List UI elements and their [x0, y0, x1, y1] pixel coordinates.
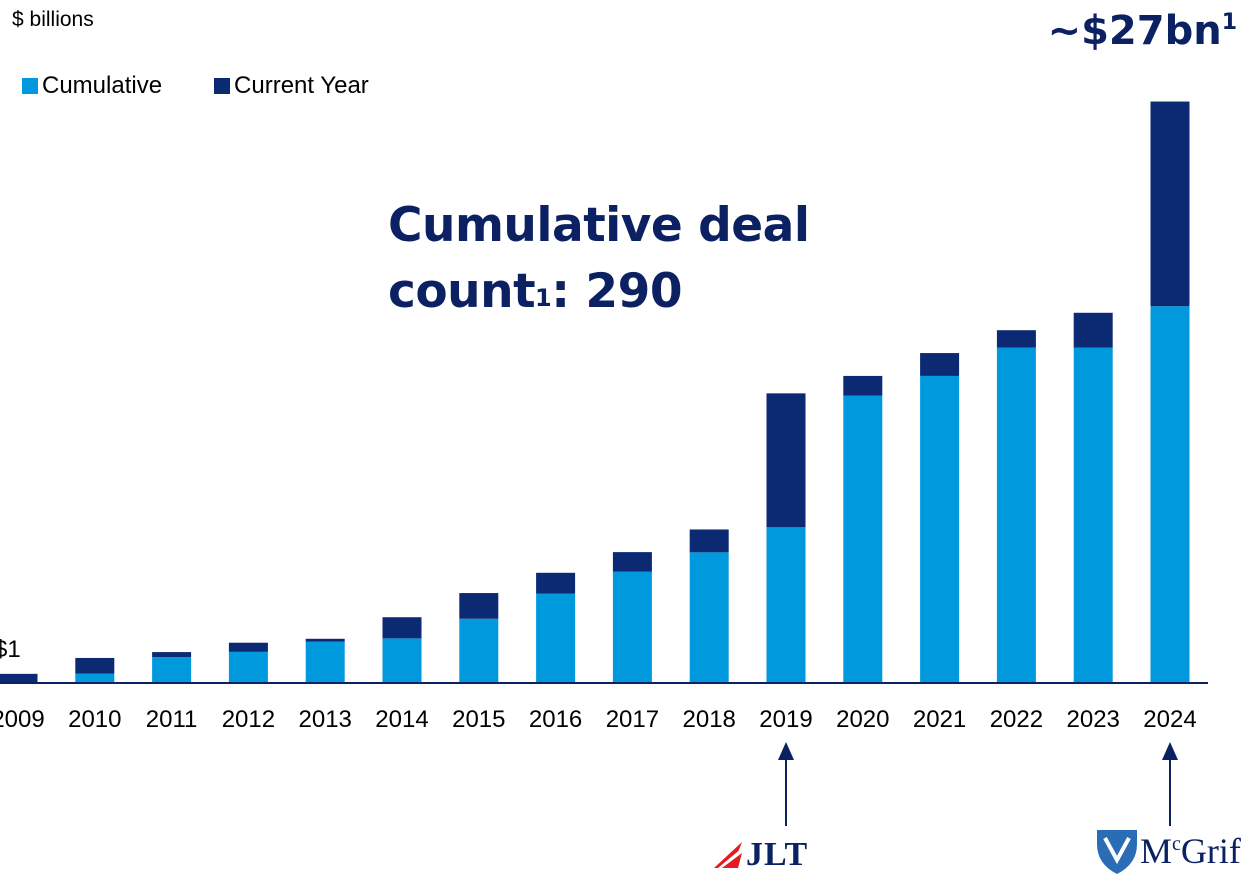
x-tick-label-2012: 2012	[222, 706, 275, 733]
arrow-head-2024	[1162, 742, 1178, 760]
legend-item-current-year: Current Year	[214, 72, 369, 100]
bar-current-year-2010	[75, 657, 115, 674]
total-text: ~$27bn	[1047, 8, 1222, 54]
x-tick-label-2022: 2022	[990, 706, 1043, 733]
bar-cumulative-2022	[996, 347, 1036, 683]
headline-text: Cumulative deal count	[388, 198, 810, 319]
bar-cumulative-2023	[1073, 347, 1113, 683]
x-tick-label-2014: 2014	[375, 706, 428, 733]
mcgriff-wordmark: McGrif	[1140, 831, 1241, 871]
legend-item-cumulative: Cumulative	[22, 72, 162, 100]
bar-cumulative-2015	[459, 618, 499, 683]
arrow-head-2019	[778, 742, 794, 760]
x-tick-label-2024: 2024	[1143, 706, 1196, 733]
bar-current-year-2011	[152, 652, 192, 658]
bar-cumulative-2013	[305, 641, 345, 683]
bar-current-year-2014	[382, 617, 422, 639]
bar-current-year-2021	[920, 353, 960, 376]
mcgriff-shield-icon	[1097, 830, 1137, 874]
bar-current-year-2013	[305, 638, 345, 642]
x-tick-label-2019: 2019	[759, 706, 812, 733]
bar-cumulative-2018	[689, 552, 729, 683]
first-bar-value-label: $1	[0, 636, 21, 663]
bar-cumulative-2020	[843, 395, 883, 683]
x-tick-label-2020: 2020	[836, 706, 889, 733]
jlt-sail-icon	[714, 842, 742, 868]
x-tick-label-2010: 2010	[68, 706, 121, 733]
jlt-logo: JLT	[712, 836, 808, 874]
bar-cumulative-2010	[75, 673, 115, 683]
bar-current-year-2009	[0, 673, 38, 683]
x-tick-label-2023: 2023	[1067, 706, 1120, 733]
legend-label-current-year: Current Year	[234, 72, 369, 99]
legend-swatch-cumulative	[22, 78, 38, 94]
x-tick-label-2017: 2017	[606, 706, 659, 733]
bar-current-year-2012	[228, 642, 268, 652]
bar-cumulative-2016	[536, 593, 576, 683]
x-tick-label-2018: 2018	[683, 706, 736, 733]
x-tick-label-2009: 2009	[0, 706, 45, 733]
bar-current-year-2017	[612, 552, 652, 572]
bar-current-year-2018	[689, 529, 729, 553]
bar-current-year-2015	[459, 593, 499, 619]
deal-count-headline: Cumulative deal count1: 290	[388, 193, 828, 325]
bar-current-year-2019	[766, 393, 806, 528]
bar-cumulative-2012	[228, 651, 268, 683]
legend-label-cumulative: Cumulative	[42, 72, 163, 99]
bar-current-year-2024	[1150, 101, 1190, 307]
x-tick-label-2011: 2011	[146, 706, 198, 733]
bar-current-year-2020	[843, 375, 883, 396]
x-tick-label-2016: 2016	[529, 706, 582, 733]
bar-cumulative-2019	[766, 527, 806, 683]
bar-cumulative-2014	[382, 638, 422, 683]
bar-current-year-2016	[536, 572, 576, 594]
bar-current-year-2022	[996, 330, 1036, 348]
jlt-wordmark: JLT	[746, 836, 809, 873]
units-label: $ billions	[12, 8, 94, 31]
bar-cumulative-2011	[152, 657, 192, 683]
total-footnote: 1	[1221, 10, 1237, 35]
total-value-label: ~$27bn1	[1048, 8, 1237, 54]
bar-current-year-2023	[1073, 312, 1113, 348]
headline-footnote: 1	[535, 284, 552, 312]
legend-swatch-current-year	[214, 78, 231, 94]
mcgriff-logo: McGrif	[1094, 826, 1241, 876]
x-tick-label-2013: 2013	[299, 706, 352, 733]
x-tick-label-2015: 2015	[452, 706, 505, 733]
x-tick-label-2021: 2021	[913, 706, 966, 733]
headline-value: : 290	[551, 264, 683, 319]
bar-cumulative-2024	[1150, 306, 1190, 683]
bar-cumulative-2021	[920, 375, 960, 683]
legend: Cumulative Current Year	[22, 72, 369, 100]
bar-cumulative-2017	[612, 571, 652, 683]
